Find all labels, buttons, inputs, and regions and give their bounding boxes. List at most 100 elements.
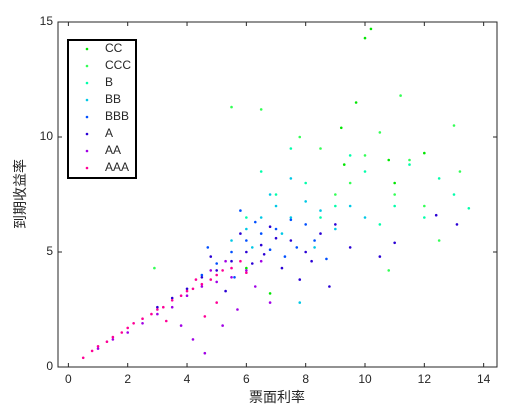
- x-tick-label: 0: [65, 372, 72, 386]
- y-axis-label: 到期收益率: [12, 159, 29, 229]
- point: [339, 126, 343, 130]
- point: [369, 27, 373, 31]
- legend-marker: [85, 132, 89, 136]
- point: [221, 269, 224, 272]
- point: [239, 232, 242, 235]
- point: [423, 216, 426, 219]
- point: [313, 239, 316, 242]
- point: [215, 301, 218, 304]
- point: [221, 324, 224, 327]
- point: [239, 209, 242, 212]
- point: [162, 305, 165, 309]
- point: [156, 312, 159, 316]
- point: [215, 280, 218, 284]
- point: [259, 243, 263, 247]
- point: [313, 246, 316, 249]
- point: [298, 278, 302, 281]
- point: [319, 209, 322, 212]
- point: [185, 287, 189, 291]
- y-tick-label: 10: [40, 129, 54, 143]
- point: [185, 289, 189, 293]
- x-tick-label: 6: [243, 372, 250, 386]
- point: [215, 262, 218, 265]
- legend-marker: [85, 115, 89, 119]
- point: [245, 216, 248, 219]
- x-tick-label: 10: [358, 372, 372, 386]
- legend-marker: [85, 47, 89, 51]
- point: [191, 287, 195, 291]
- point: [304, 181, 307, 185]
- point: [245, 266, 248, 270]
- point: [319, 216, 322, 219]
- point: [206, 246, 210, 249]
- point: [334, 223, 337, 226]
- point: [319, 232, 322, 235]
- point: [458, 170, 462, 173]
- point: [111, 338, 115, 341]
- point: [378, 255, 382, 258]
- point: [245, 269, 248, 272]
- point: [253, 220, 257, 224]
- point: [224, 259, 227, 263]
- point: [452, 124, 456, 127]
- point: [209, 278, 213, 281]
- point: [334, 227, 337, 231]
- legend-label: B: [105, 75, 113, 89]
- point: [289, 239, 293, 242]
- point: [259, 216, 263, 219]
- legend-label: BBB: [105, 109, 129, 123]
- point: [274, 227, 278, 231]
- point: [289, 177, 293, 180]
- point: [348, 246, 352, 249]
- point: [393, 204, 396, 208]
- point: [250, 246, 254, 249]
- point: [387, 158, 391, 162]
- point: [363, 216, 367, 219]
- point: [203, 315, 207, 318]
- point: [423, 204, 426, 208]
- x-tick-label: 8: [302, 372, 309, 386]
- point: [209, 269, 213, 272]
- point: [126, 331, 130, 334]
- point: [342, 163, 346, 166]
- point: [81, 356, 85, 360]
- point: [259, 108, 263, 111]
- point: [434, 213, 438, 217]
- point: [132, 322, 135, 325]
- legend-box: [67, 39, 137, 179]
- point: [111, 335, 115, 339]
- point: [334, 204, 337, 208]
- point: [230, 259, 233, 263]
- point: [268, 193, 272, 196]
- point: [304, 250, 307, 254]
- point: [437, 239, 441, 242]
- point: [230, 266, 233, 270]
- point: [455, 223, 459, 226]
- x-axis-label: 票面利率: [249, 389, 305, 406]
- point: [141, 322, 144, 325]
- legend-label: BB: [105, 92, 121, 106]
- point: [209, 255, 213, 258]
- point: [348, 154, 352, 157]
- point: [304, 223, 307, 226]
- y-tick-label: 15: [40, 14, 54, 28]
- y-tick-label: 5: [46, 244, 53, 258]
- point: [325, 257, 328, 261]
- point: [153, 266, 156, 270]
- point: [408, 158, 411, 162]
- point: [141, 317, 144, 321]
- point: [280, 232, 284, 235]
- point: [259, 170, 263, 173]
- point: [179, 294, 183, 298]
- point: [239, 259, 242, 263]
- point: [250, 262, 254, 265]
- legend-marker: [85, 98, 89, 102]
- point: [156, 308, 159, 311]
- point: [170, 305, 174, 309]
- point: [259, 232, 263, 235]
- point: [230, 250, 233, 254]
- point: [236, 308, 239, 311]
- point: [467, 207, 471, 210]
- point: [200, 273, 204, 277]
- point: [245, 271, 248, 275]
